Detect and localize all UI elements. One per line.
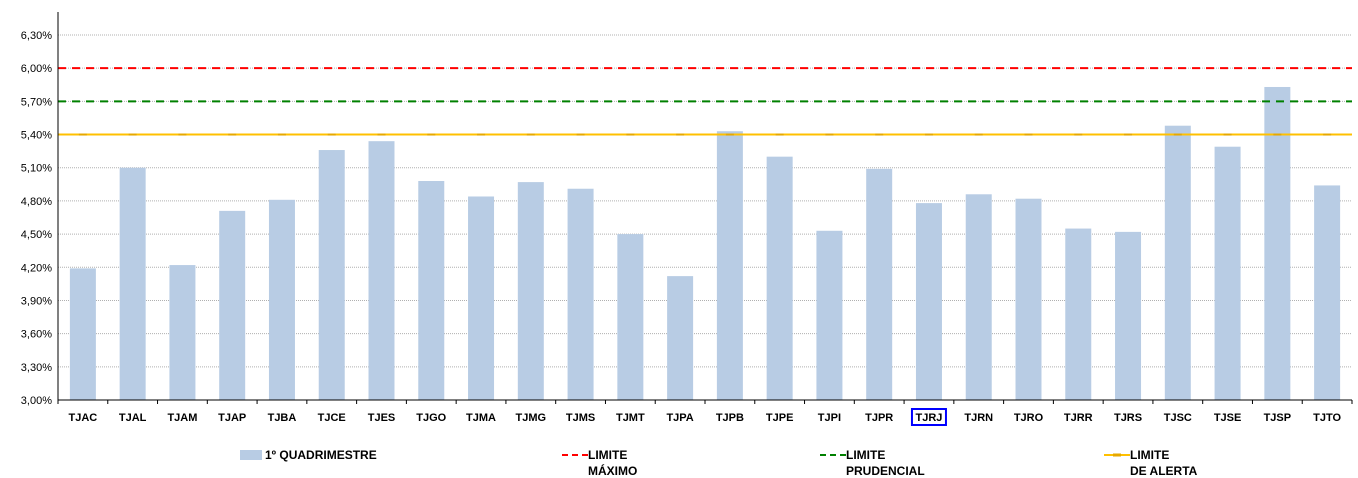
x-tick-label: TJAL bbox=[119, 412, 147, 424]
bar-tjpa bbox=[667, 276, 694, 400]
bar-tjpe bbox=[766, 156, 793, 400]
gridlines bbox=[58, 34, 1352, 368]
x-tick-label: TJAM bbox=[167, 412, 197, 424]
legend-label-series: 1º QUADRIMESTRE bbox=[265, 448, 377, 462]
y-tick-label: 4,20% bbox=[21, 262, 52, 274]
x-tick-label: TJRS bbox=[1114, 412, 1142, 424]
x-tick-label: TJPB bbox=[716, 412, 744, 424]
x-tick-label: TJPE bbox=[766, 412, 794, 424]
bar-tjrr bbox=[1065, 228, 1092, 400]
bar-tjmt bbox=[617, 234, 644, 400]
legend-label-line: MÁXIMO bbox=[588, 463, 637, 478]
y-tick-label: 3,90% bbox=[21, 295, 52, 307]
bar-tjpi bbox=[816, 230, 843, 400]
x-tick-label: TJRR bbox=[1064, 412, 1093, 424]
bar-tjes bbox=[368, 141, 395, 400]
x-tick-label: TJBA bbox=[268, 412, 297, 424]
x-tick-label: TJRN bbox=[964, 412, 993, 424]
reference-lines bbox=[58, 67, 1352, 136]
x-tick-label: TJPI bbox=[818, 412, 841, 424]
bar-tjrn bbox=[965, 194, 992, 400]
bar-tjms bbox=[567, 188, 594, 400]
bar-tjto bbox=[1314, 185, 1341, 400]
bar-tjac bbox=[69, 268, 96, 400]
x-tick-label: TJMT bbox=[616, 412, 645, 424]
bar-tjpr bbox=[866, 168, 893, 400]
highlight-box bbox=[910, 408, 947, 426]
x-tick-label: TJPA bbox=[666, 412, 693, 424]
bar-tjal bbox=[119, 167, 146, 400]
y-tick-labels: 3,00% 3,30% 3,60% 3,90% 4,20% 4,50% 4,80% 5,10%… bbox=[21, 30, 52, 407]
x-tick-label: TJSC bbox=[1164, 412, 1192, 424]
bars bbox=[69, 86, 1341, 401]
x-tick-label: TJMG bbox=[516, 412, 547, 424]
y-tick-label: 3,00% bbox=[21, 395, 52, 407]
bar-tjap bbox=[219, 210, 246, 400]
x-tick-label: TJSE bbox=[1214, 412, 1242, 424]
legend-label-line: PRUDENCIAL bbox=[846, 464, 925, 478]
bar-tjgo bbox=[418, 181, 445, 400]
legend-label-line: DE ALERTA bbox=[1130, 464, 1198, 478]
x-tick-label: TJAC bbox=[69, 412, 98, 424]
x-tick-labels: TJAC TJAL TJAM TJAP TJBA TJCE TJES TJGO TJMA TJMG… bbox=[69, 408, 1342, 426]
y-tick-label: 4,50% bbox=[21, 229, 52, 241]
bar-tjrs bbox=[1115, 231, 1142, 400]
legend-label-line: LIMITE bbox=[1130, 448, 1169, 462]
y-tick-label: 3,30% bbox=[21, 362, 52, 374]
bar-tjma bbox=[468, 196, 495, 400]
x-tick-label: TJRO bbox=[1014, 412, 1044, 424]
x-tick-label: TJRJ bbox=[916, 412, 943, 424]
legend-label-line: LIMITE bbox=[588, 448, 627, 462]
y-tick-label: 6,00% bbox=[21, 63, 52, 75]
x-tick-label: TJMS bbox=[566, 412, 595, 424]
y-tick-label: 6,30% bbox=[21, 30, 52, 42]
x-tick-label: TJMA bbox=[466, 412, 496, 424]
x-tick-label: TJGO bbox=[416, 412, 446, 424]
bar-tjsc bbox=[1164, 125, 1191, 401]
y-tick-label: 5,40% bbox=[21, 130, 52, 142]
y-tick-label: 4,80% bbox=[21, 196, 52, 208]
x-tick-label: TJCE bbox=[318, 412, 346, 424]
axes bbox=[57, 12, 1353, 404]
y-tick-label: 3,60% bbox=[21, 329, 52, 341]
legend-swatch-series bbox=[240, 450, 262, 460]
x-tick-label: TJTO bbox=[1313, 412, 1341, 424]
x-tick-label: TJSP bbox=[1264, 412, 1292, 424]
bar-tjsp bbox=[1264, 86, 1291, 400]
bar-tjrj bbox=[915, 203, 942, 400]
legend: 1º QUADRIMESTRE LIMITEMÁXIMOLIMITEPRUDENC… bbox=[240, 448, 1198, 478]
bar-tjam bbox=[169, 265, 196, 400]
y-tick-label: 5,10% bbox=[21, 163, 52, 175]
x-tick-label: TJAP bbox=[218, 412, 246, 424]
bar-tjmg bbox=[517, 182, 544, 400]
x-tick-label: TJES bbox=[368, 412, 396, 424]
x-tick-label: TJPR bbox=[865, 412, 893, 424]
bar-tjce bbox=[318, 150, 345, 400]
legend-label-line: LIMITE bbox=[846, 448, 885, 462]
bar-tjse bbox=[1214, 146, 1241, 400]
bar-tjpb bbox=[716, 131, 743, 400]
bar-tjro bbox=[1015, 198, 1042, 400]
bar-tjba bbox=[268, 199, 295, 400]
y-tick-label: 5,70% bbox=[21, 96, 52, 108]
